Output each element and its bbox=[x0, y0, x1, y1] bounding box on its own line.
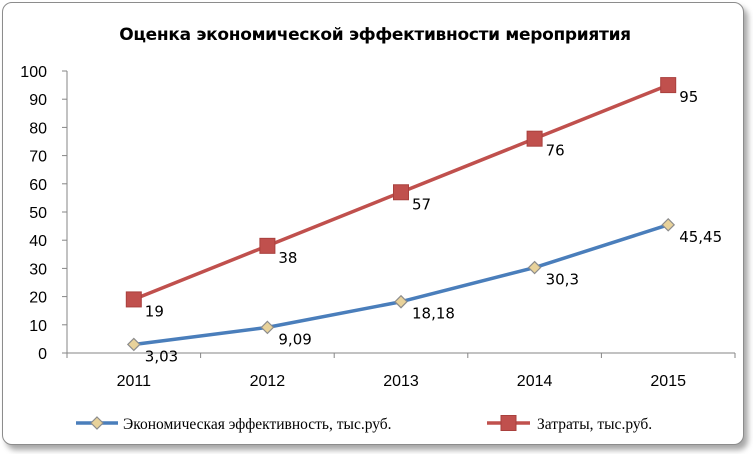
chart-frame bbox=[2, 2, 744, 445]
legend-marker bbox=[90, 416, 104, 430]
legend-label-2: Затраты, тыс.руб. bbox=[537, 416, 652, 433]
data-label: 9,09 bbox=[278, 330, 311, 348]
chart-title: Оценка экономической эффективности мероп… bbox=[119, 25, 631, 45]
legend-label-1: Экономическая эффективность, тыс.руб. bbox=[123, 416, 392, 433]
series-line-1 bbox=[133, 223, 669, 347]
data-point-marker bbox=[259, 237, 276, 254]
y-tick-label: 80 bbox=[29, 120, 47, 137]
y-tick-label: 60 bbox=[29, 177, 47, 194]
data-point-marker bbox=[126, 337, 141, 352]
data-label: 3,03 bbox=[145, 347, 178, 365]
x-tick-label: 2013 bbox=[383, 373, 419, 390]
data-label: 19 bbox=[145, 302, 164, 320]
data-point-marker bbox=[661, 217, 676, 232]
y-tick-label: 0 bbox=[38, 346, 47, 363]
y-tick-label: 50 bbox=[29, 205, 47, 222]
data-label: 95 bbox=[679, 88, 698, 106]
y-tick-label: 30 bbox=[29, 261, 47, 278]
x-tick-label: 2011 bbox=[117, 373, 152, 390]
x-tick-label: 2015 bbox=[650, 373, 686, 390]
y-tick-label: 20 bbox=[29, 290, 47, 307]
y-tick-label: 90 bbox=[29, 92, 47, 109]
data-point-marker bbox=[394, 294, 408, 309]
data-point-marker bbox=[526, 130, 543, 147]
data-point-marker bbox=[125, 291, 142, 308]
legend-marker bbox=[500, 415, 517, 431]
data-label: 18,18 bbox=[412, 305, 455, 323]
data-label: 45,45 bbox=[679, 228, 722, 246]
data-label: 30,3 bbox=[546, 271, 579, 289]
data-point-marker bbox=[527, 260, 542, 275]
data-point-marker bbox=[260, 320, 275, 335]
data-point-marker bbox=[393, 184, 409, 201]
data-label: 57 bbox=[412, 195, 431, 213]
x-tick-label: 2014 bbox=[517, 373, 553, 390]
y-tick-label: 100 bbox=[20, 64, 47, 81]
data-point-marker bbox=[660, 77, 677, 94]
data-label: 76 bbox=[546, 142, 565, 160]
data-label: 38 bbox=[278, 249, 297, 267]
y-tick-label: 70 bbox=[29, 149, 47, 166]
x-tick-label: 2012 bbox=[250, 373, 286, 390]
y-tick-label: 40 bbox=[29, 233, 47, 250]
y-tick-label: 10 bbox=[29, 318, 47, 335]
